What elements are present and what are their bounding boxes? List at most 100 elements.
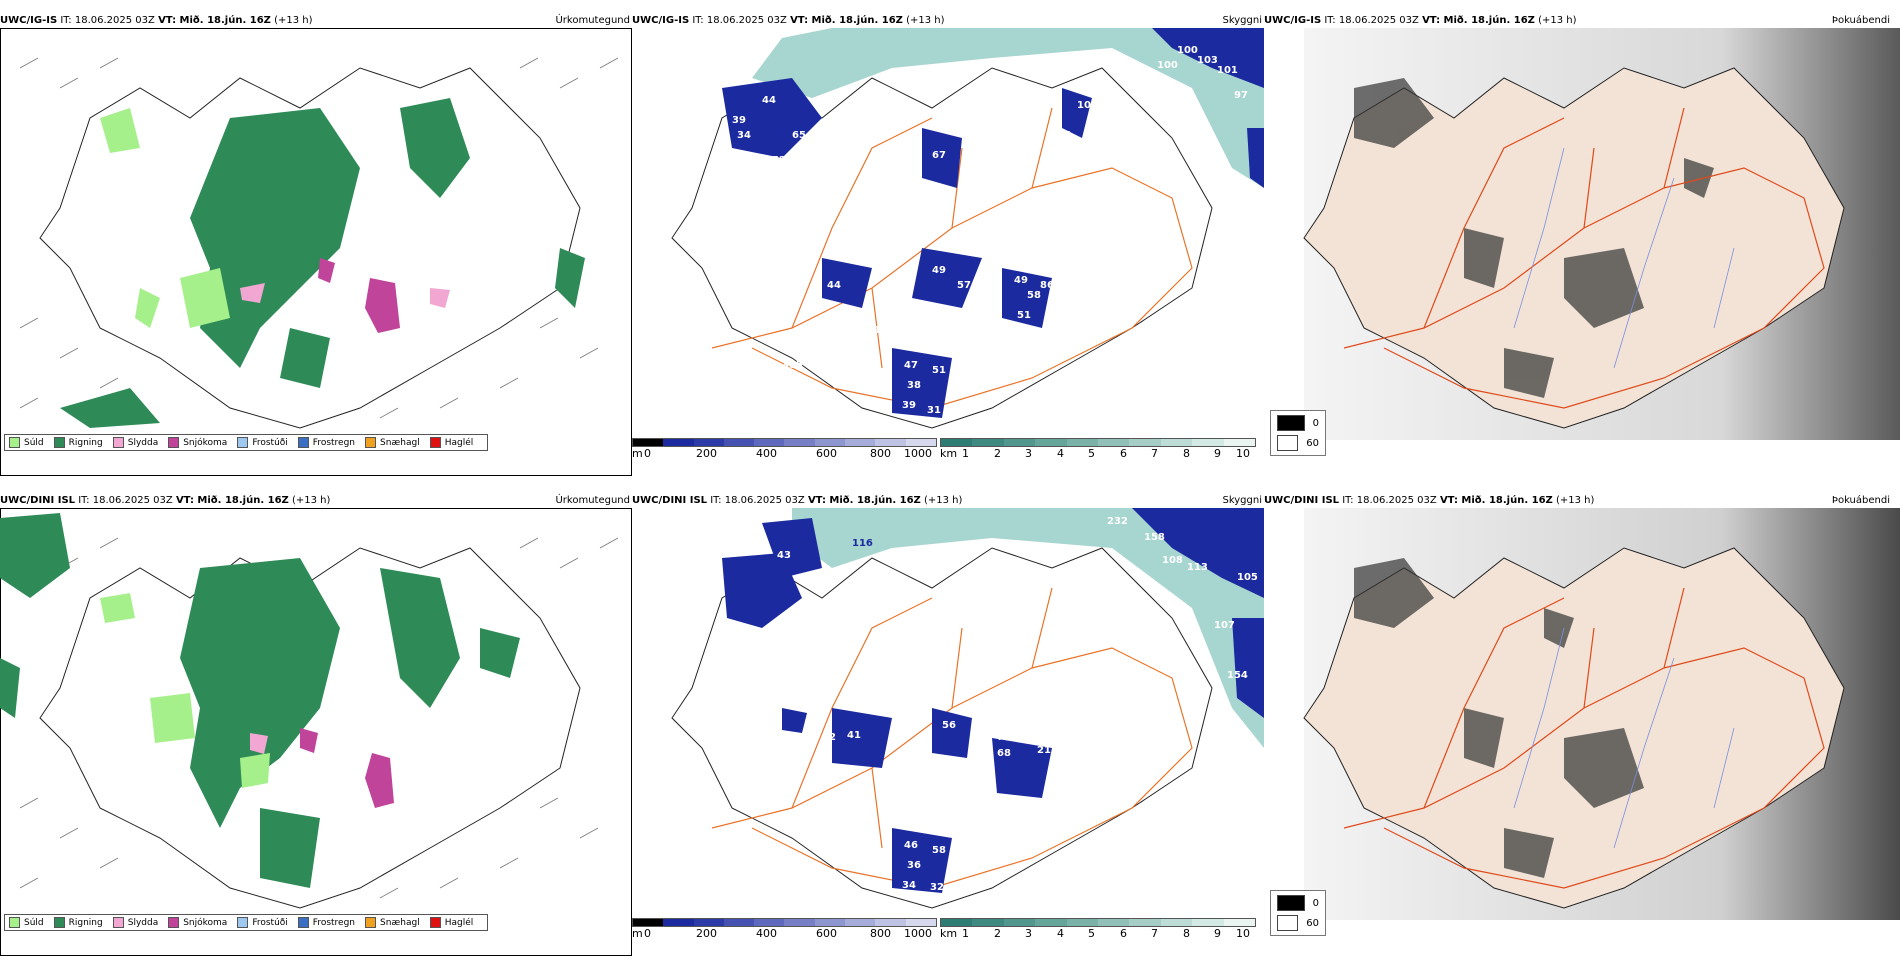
cloud-label: 85 <box>1057 130 1071 141</box>
unit-label: m <box>632 447 643 460</box>
cloud-label: 101 <box>1217 65 1238 76</box>
rain-areas <box>0 513 520 888</box>
fog-legend-row: 0 <box>1277 415 1319 431</box>
cloud-label: 43 <box>777 550 791 561</box>
legend-swatch <box>112 917 124 928</box>
cloud-label: 65 <box>792 130 806 141</box>
legend-swatch <box>365 437 377 448</box>
precip-panel-top: UWC/IG-IS IT: 18.06.2025 03Z VT: Mið. 18… <box>0 14 632 476</box>
legend-label: Haglél <box>444 917 474 928</box>
precip-panel-bottom: UWC/DINI ISL IT: 18.06.2025 03Z VT: Mið.… <box>0 494 632 956</box>
fog-panel-bottom: UWC/DINI ISL IT: 18.06.2025 03Z VT: Mið.… <box>1264 494 1900 944</box>
tick-label: 400 <box>756 447 777 460</box>
cloud-label: 41 <box>847 730 861 741</box>
cloud-base-labels: 72 43 116 232 158 108 113 105 107 154 56… <box>752 516 1258 893</box>
tick-label: 1000 <box>904 447 932 460</box>
tick-label: 0 <box>644 927 651 940</box>
legend-label: Frostregn <box>312 437 356 448</box>
fog-dark-areas <box>1354 78 1714 398</box>
cloud-label: 57 <box>957 280 971 291</box>
legend-item: Snæhagl <box>365 437 420 448</box>
cloud-label: 36 <box>907 860 921 871</box>
init-time: IT: 18.06.2025 03Z <box>78 495 173 506</box>
cloud-label: 34 <box>902 880 916 891</box>
dense-cloud-ne <box>1132 508 1264 598</box>
fog-legend: 0 60 <box>1270 890 1326 936</box>
cloud-label: 107 <box>1077 100 1098 111</box>
dense-cloud-east <box>1247 128 1264 188</box>
fog-header-top: UWC/IG-IS IT: 18.06.2025 03Z VT: Mið. 18… <box>1264 14 1900 28</box>
cloud-label: 44 <box>827 280 841 291</box>
tick-label: 600 <box>816 447 837 460</box>
legend-label: Frostúði <box>252 917 288 928</box>
valid-time: VT: Mið. 18.jún. 16Z <box>1422 15 1535 26</box>
cloud-map: 44 39 34 65 52 67 63 107 89 62 85 100 10… <box>671 28 1264 429</box>
cloud-label: 32 <box>930 882 944 893</box>
panel-title: Úrkomutegund <box>555 495 630 506</box>
cloud-header-bottom: UWC/DINI ISL IT: 18.06.2025 03Z VT: Mið.… <box>632 494 1264 508</box>
panel-title: Úrkomutegund <box>555 15 630 26</box>
fog-road-network <box>1343 587 1825 889</box>
precip-legend: Súld Rigning Slydda Snjókoma Frostúði Fr… <box>4 434 489 451</box>
cloud-label: 62 <box>1122 120 1136 131</box>
tick-label: 800 <box>870 447 891 460</box>
tick-label: 0 <box>644 447 651 460</box>
visibility-field <box>752 28 1264 188</box>
cloud-label: 61 <box>757 705 771 716</box>
wind-barbs <box>19 57 619 419</box>
tick-label: 5 <box>1088 447 1095 460</box>
tick-label: 3 <box>1025 927 1032 940</box>
tick-label: 8 <box>1183 447 1190 460</box>
cloud-label: 42 <box>822 732 836 743</box>
legend-item: Haglél <box>429 437 473 448</box>
legend-item: Frostúði <box>237 437 288 448</box>
legend-item: Rigning <box>53 437 103 448</box>
visibility-colorbar: km 1 2 3 4 5 6 7 8 9 10 <box>940 918 1256 944</box>
sleet-areas <box>240 283 450 308</box>
cloud-label: 232 <box>1107 516 1128 527</box>
cloud-label: 56 <box>942 720 956 731</box>
cloud-label: 158 <box>1144 532 1165 543</box>
model-name: UWC/IG-IS <box>632 15 690 26</box>
model-name: UWC/DINI ISL <box>1264 495 1340 506</box>
precip-header-bottom: UWC/DINI ISL IT: 18.06.2025 03Z VT: Mið.… <box>0 494 632 508</box>
cloud-label: 49 <box>932 265 946 276</box>
cloud-label: 310 <box>867 325 888 336</box>
fog-swatch-black <box>1277 415 1305 431</box>
legend-label: Slydda <box>127 917 159 928</box>
panel-title: Þokuábendi <box>1831 15 1890 26</box>
cloud-map: 72 43 116 232 158 108 113 105 107 154 56… <box>671 508 1264 909</box>
valid-time: VT: Mið. 18.jún. 16Z <box>175 495 289 506</box>
valid-time: VT: Mið. 18.jún. 16Z <box>790 15 903 26</box>
legend-swatch <box>168 917 180 928</box>
cloud-label: 71 <box>997 732 1011 743</box>
valid-time: VT: Mið. 18.jún. 16Z <box>158 15 271 26</box>
legend-swatch <box>429 437 441 448</box>
tick-label: 1 <box>962 447 969 460</box>
cloud-label: 49 <box>1014 275 1028 286</box>
init-time: IT: 18.06.2025 03Z <box>692 15 787 26</box>
unit-label: km <box>940 927 958 940</box>
init-time: IT: 18.06.2025 03Z <box>1342 495 1437 506</box>
legend-item: Frostregn <box>297 437 356 448</box>
legend-swatch <box>112 437 124 448</box>
legend-label: Snæhagl <box>380 917 420 928</box>
model-name: UWC/DINI ISL <box>0 495 76 506</box>
legend-label: Rigning <box>68 437 103 448</box>
cloud-label: 46 <box>904 840 918 851</box>
fog-map <box>1303 508 1900 920</box>
cloud-header-top: UWC/IG-IS IT: 18.06.2025 03Z VT: Mið. 18… <box>632 14 1264 28</box>
iceland-outline <box>1303 67 1845 429</box>
cloud-label: 39 <box>902 400 916 411</box>
cloud-label: 63 <box>937 195 951 206</box>
cloud-height-scale <box>632 918 937 927</box>
tick-label: 8 <box>1183 927 1190 940</box>
cloud-label: 68 <box>997 748 1011 759</box>
lead-time: (+13 h) <box>274 15 313 26</box>
unit-label: m <box>632 927 643 940</box>
tick-label: 200 <box>696 927 717 940</box>
cloud-height-colorbar: m 0 200 400 600 800 1000 <box>632 438 937 464</box>
legend-swatch <box>297 917 309 928</box>
legend-label: Rigning <box>68 917 103 928</box>
cloud-label: 52 <box>772 155 786 166</box>
